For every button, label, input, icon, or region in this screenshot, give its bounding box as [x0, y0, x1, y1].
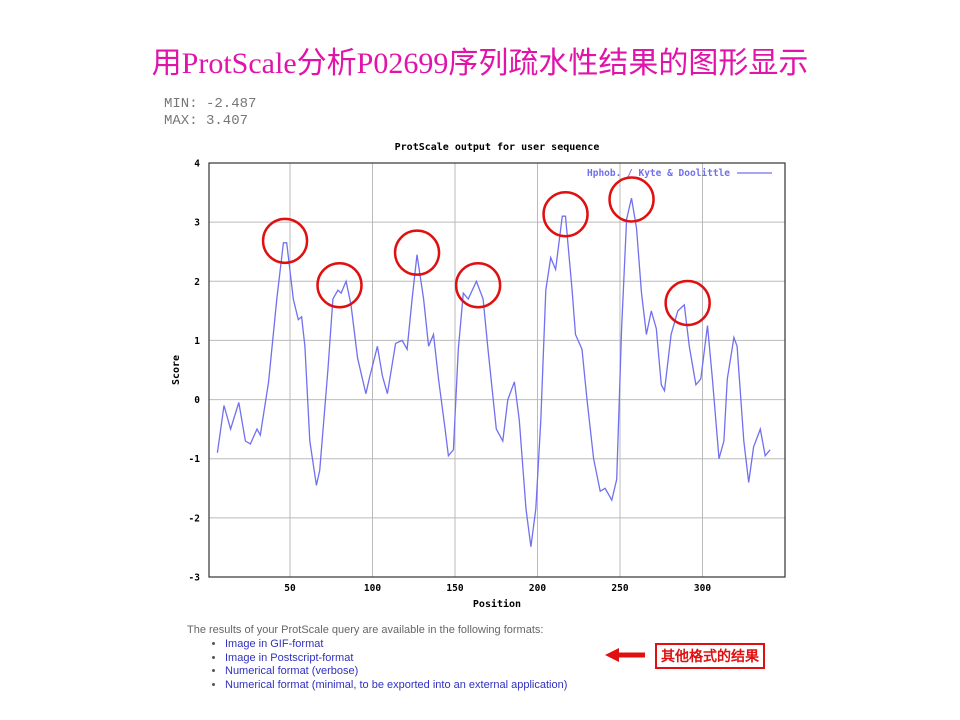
- y-tick-label: -2: [189, 513, 200, 524]
- link-numerical-verbose[interactable]: Numerical format (verbose): [225, 665, 567, 679]
- left-arrow-icon: [605, 648, 645, 662]
- x-tick-label: 300: [694, 583, 711, 594]
- x-axis-label: Position: [473, 598, 521, 610]
- x-tick-label: 200: [529, 583, 546, 594]
- x-tick-label: 100: [364, 583, 381, 594]
- y-tick-label: -1: [189, 454, 201, 465]
- series-line: [216, 197, 771, 547]
- link-gif[interactable]: Image in GIF-format: [225, 638, 567, 652]
- link-postscript[interactable]: Image in Postscript-format: [225, 652, 567, 666]
- y-tick-label: 0: [194, 395, 200, 406]
- peak-highlight-circle: [454, 261, 502, 309]
- chart-title: ProtScale output for user sequence: [395, 142, 600, 153]
- y-tick-label: 2: [194, 277, 200, 288]
- peak-highlight-circle: [261, 217, 309, 265]
- y-axis-label: Score: [171, 355, 182, 385]
- peak-highlight-circle: [393, 229, 441, 276]
- peak-highlight-circle: [316, 261, 363, 309]
- slide-title: 用ProtScale分析P02699序列疏水性结果的图形显示: [151, 47, 809, 80]
- plot-frame: [208, 162, 786, 578]
- y-tick-label: 4: [194, 159, 200, 170]
- results-intro: The results of your ProtScale query are …: [187, 624, 544, 636]
- y-tick-label: 1: [194, 336, 200, 347]
- peak-highlight-circle: [664, 279, 711, 327]
- x-tick-label: 50: [284, 583, 296, 594]
- max-label: MAX: 3.407: [164, 113, 249, 129]
- results-section: The results of your ProtScale query are …: [187, 624, 567, 692]
- hydrophobicity-chart: ProtScale output for user sequence Posit…: [171, 142, 786, 610]
- callout-other-formats: 其他格式的结果: [655, 643, 765, 669]
- min-label: MIN: -2.487: [164, 96, 257, 112]
- x-tick-label: 250: [611, 583, 628, 594]
- x-tick-label: 150: [446, 583, 463, 594]
- peak-highlight-circle: [608, 176, 655, 223]
- peak-highlight-circle: [542, 190, 589, 238]
- legend-label: Hphob. / Kyte & Doolittle: [587, 168, 730, 179]
- link-numerical-minimal[interactable]: Numerical format (minimal, to be exporte…: [225, 679, 567, 693]
- min-max-readout: MIN: -2.487 MAX: 3.407: [164, 96, 256, 130]
- y-tick-label: 3: [194, 218, 200, 229]
- y-tick-label: -3: [189, 573, 201, 584]
